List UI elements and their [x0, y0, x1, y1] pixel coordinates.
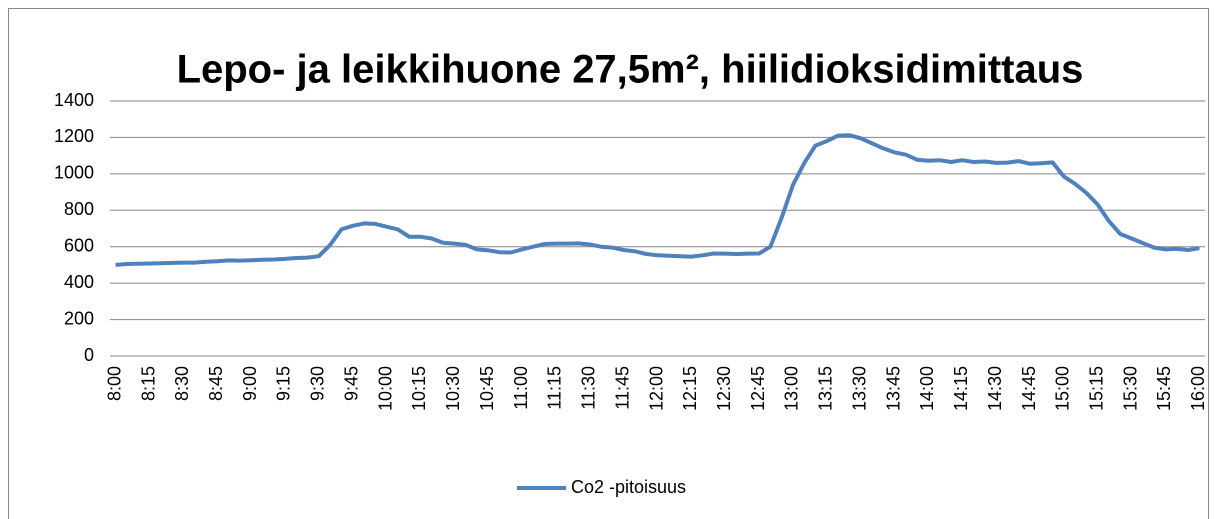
- x-tick-label: 13:45: [883, 366, 903, 411]
- x-tick-label: 12:30: [714, 366, 734, 411]
- x-tick-label: 9:00: [240, 366, 260, 401]
- x-tick-label: 10:45: [477, 366, 497, 411]
- x-tick-label: 16:00: [1188, 366, 1208, 411]
- x-tick-label: 8:00: [104, 366, 124, 401]
- x-tick-label: 12:45: [748, 366, 768, 411]
- x-tick-label: 10:15: [409, 366, 429, 411]
- x-tick-label: 15:45: [1154, 366, 1174, 411]
- x-tick-label: 11:30: [579, 366, 599, 410]
- x-tick-label: 9:30: [308, 366, 328, 401]
- x-tick-label: 9:45: [341, 366, 361, 401]
- y-tick-label: 1400: [54, 90, 94, 110]
- x-tick-label: 11:15: [545, 366, 565, 410]
- y-tick-label: 1200: [54, 126, 94, 146]
- y-tick-label: 600: [64, 235, 94, 255]
- x-tick-label: 13:00: [782, 366, 802, 411]
- y-tick-label: 200: [64, 308, 94, 328]
- data-line: [115, 133, 1200, 267]
- x-tick-label: 10:30: [443, 366, 463, 411]
- x-tick-label: 12:15: [680, 366, 700, 411]
- x-tick-label: 14:45: [1019, 366, 1039, 411]
- x-tick-label: 8:15: [138, 366, 158, 401]
- legend-label: Co2 -pitoisuus: [571, 477, 686, 497]
- x-tick-label: 8:30: [172, 366, 192, 401]
- y-tick-label: 1000: [54, 163, 94, 183]
- chart-title: Lepo- ja leikkihuone 27,5m², hiilidioksi…: [177, 48, 1084, 92]
- x-tick-label: 15:00: [1053, 366, 1073, 411]
- x-tick-label: 10:00: [375, 366, 395, 411]
- x-tick-label: 8:45: [206, 366, 226, 401]
- x-tick-label: 15:15: [1087, 366, 1107, 411]
- x-tick-label: 11:00: [511, 366, 531, 410]
- y-tick-label: 800: [64, 199, 94, 219]
- x-tick-label: 14:00: [917, 366, 937, 411]
- x-tick-label: 13:30: [849, 366, 869, 411]
- x-tick-label: 15:30: [1120, 366, 1140, 411]
- chart-border: [8, 8, 1209, 519]
- x-tick-label: 14:15: [951, 366, 971, 411]
- x-tick-label: 13:15: [816, 366, 836, 411]
- x-tick-label: 12:00: [646, 366, 666, 411]
- x-tick-label: 9:15: [274, 366, 294, 401]
- y-tick-label: 400: [64, 272, 94, 292]
- x-tick-label: 11:45: [612, 366, 632, 410]
- x-tick-label: 14:30: [985, 366, 1005, 411]
- y-tick-label: 0: [84, 345, 94, 365]
